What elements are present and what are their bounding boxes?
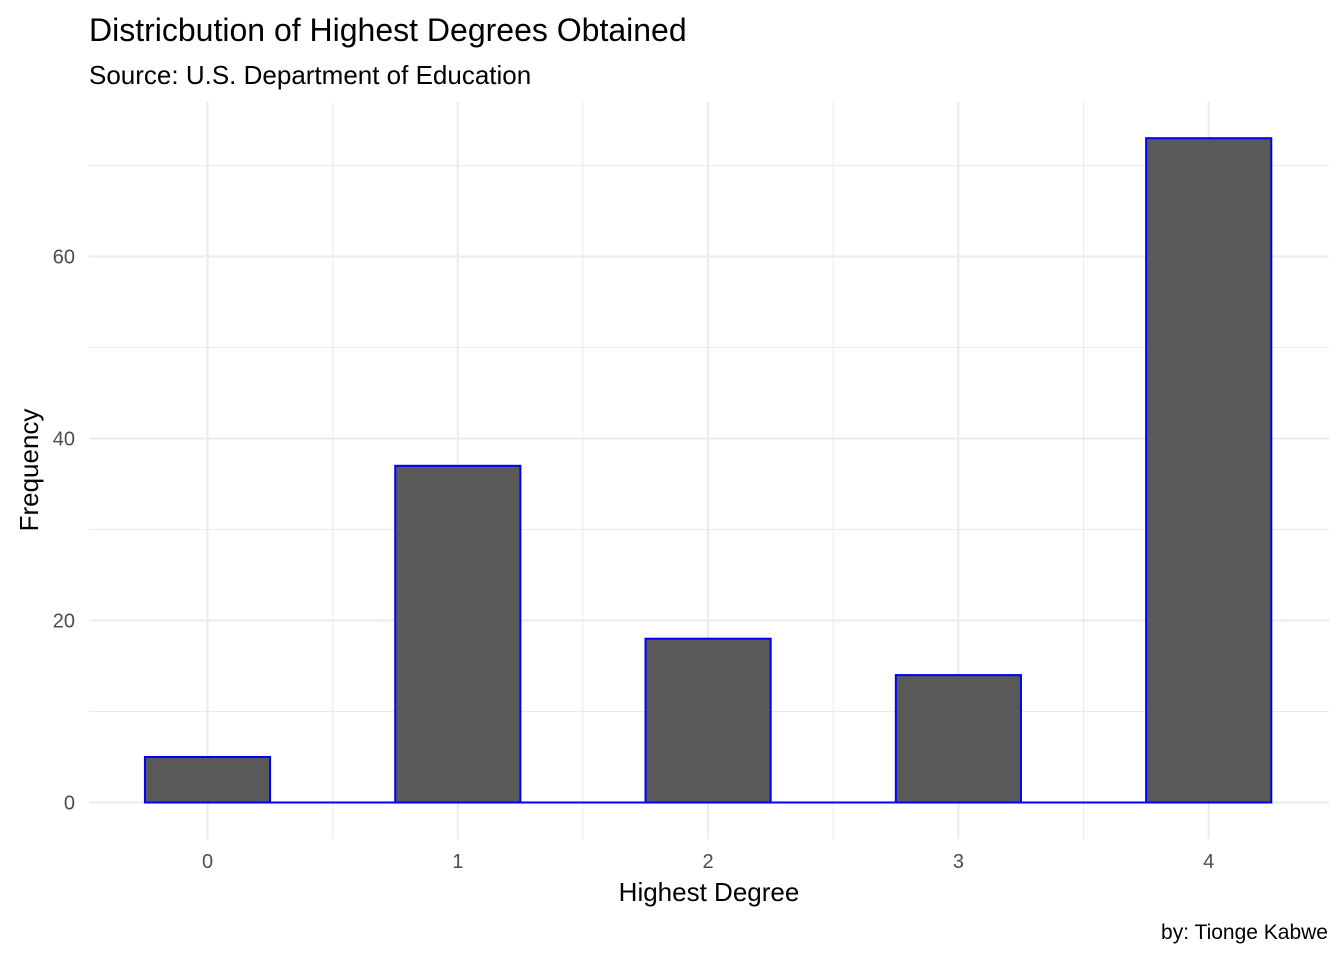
y-tick-label: 40 — [53, 429, 75, 451]
y-tick-label: 60 — [53, 247, 75, 269]
x-tick-label: 0 — [202, 851, 213, 873]
x-tick-label: 3 — [953, 851, 964, 873]
x-axis-title: Highest Degree — [619, 877, 800, 907]
y-axis-title: Frequency — [14, 409, 44, 532]
chart-caption: by: Tionge Kabwe — [1161, 921, 1328, 944]
bar — [394, 464, 522, 804]
x-tick-label: 4 — [1203, 851, 1214, 873]
y-tick-label: 0 — [64, 793, 75, 815]
y-tick-label: 20 — [53, 611, 75, 633]
x-axis-ticks: 0 1 2 3 4 — [202, 851, 1214, 873]
x-tick-label: 2 — [703, 851, 714, 873]
chart-title: Districbution of Highest Degrees Obtaine… — [89, 12, 687, 48]
bars — [143, 137, 1273, 804]
bar — [894, 674, 1022, 804]
x-tick-label: 1 — [452, 851, 463, 873]
bar — [143, 756, 272, 804]
bar — [644, 637, 772, 804]
chart-subtitle: Source: U.S. Department of Education — [89, 60, 532, 90]
bar — [1145, 137, 1273, 804]
y-axis-ticks: 0 20 40 60 — [53, 247, 75, 815]
